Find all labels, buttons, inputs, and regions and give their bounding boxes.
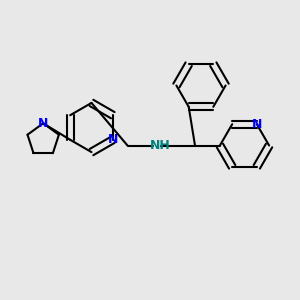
Text: N: N [252, 118, 262, 131]
Text: N: N [38, 117, 48, 130]
Text: NH: NH [150, 139, 171, 152]
Text: N: N [108, 133, 118, 146]
